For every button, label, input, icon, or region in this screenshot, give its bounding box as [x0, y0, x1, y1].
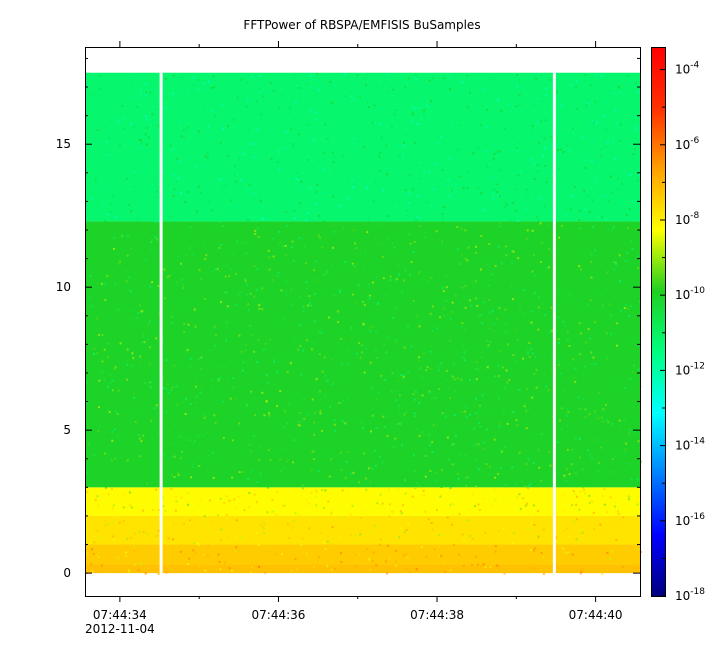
chart-title: FFTPower of RBSPA/EMFISIS BuSamples: [243, 18, 481, 32]
colorbar-tick-label: 10-18: [675, 587, 705, 603]
plot-frame: [85, 47, 641, 597]
spectrogram-noise: [85, 72, 642, 575]
data-gap-0: [159, 72, 163, 574]
y-axis: 0 5 10 15: [56, 57, 640, 580]
colorbar-tick-label: 10-16: [675, 512, 705, 528]
y-tick-label: 5: [63, 423, 71, 437]
colorbar-tick-label: 10-8: [675, 211, 700, 227]
x-tick-label: 07:44:34: [93, 608, 147, 622]
colorbar-fill: [651, 47, 665, 596]
spectrogram-band-2: [85, 515, 640, 545]
colorbar-tick-label: 10-12: [675, 361, 705, 377]
y-tick-label: 15: [56, 137, 71, 151]
data-gaps: [159, 72, 556, 574]
colorbar-tick-label: 10-14: [675, 437, 705, 453]
colorbar: 10-4 10-6 10-8 10-10 10-12 10-14 10-16 10-18: [651, 47, 705, 603]
x-tick-date-label: 2012-11-04: [85, 622, 155, 636]
colorbar-tick-label: 10-10: [675, 286, 705, 302]
colorbar-frame: [651, 47, 666, 597]
plot-area: [85, 72, 642, 575]
x-tick-label: 07:44:38: [410, 608, 464, 622]
y-tick-label: 0: [63, 566, 71, 580]
spectrogram-band-1: [85, 544, 640, 565]
colorbar-tick-label: 10-6: [675, 136, 700, 152]
x-tick-label: 07:44:36: [252, 608, 306, 622]
x-tick-label: 07:44:40: [569, 608, 623, 622]
spectrogram-band-3: [85, 487, 640, 516]
spectrogram-band-5: [85, 72, 640, 222]
colorbar-tick-label: 10-4: [675, 61, 700, 77]
y-tick-label: 10: [56, 280, 71, 294]
spectrogram-band-0: [85, 564, 640, 574]
data-gap-1: [552, 72, 556, 574]
